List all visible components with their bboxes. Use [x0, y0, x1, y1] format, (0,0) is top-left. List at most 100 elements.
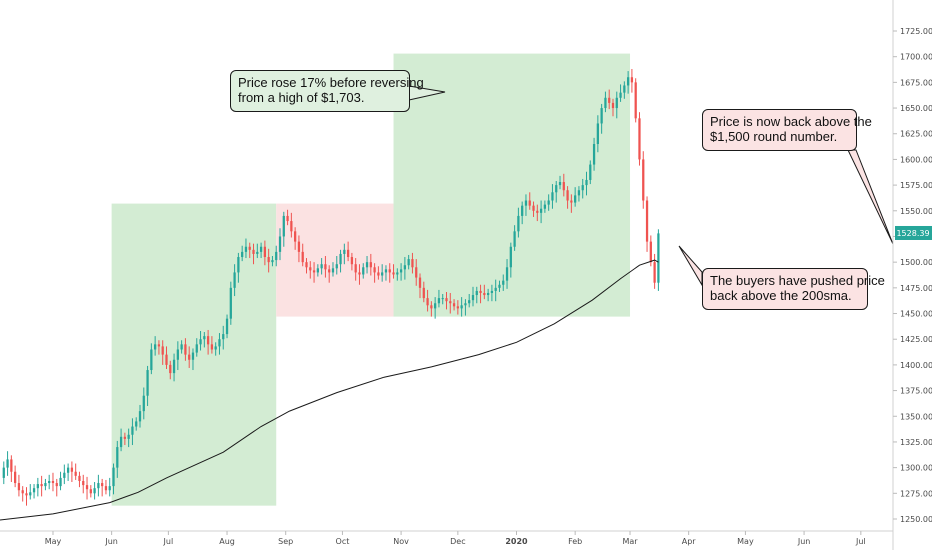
x-tick-label: Jul — [855, 537, 866, 546]
candle-body — [150, 349, 153, 371]
candle-body — [566, 190, 569, 201]
callout-pointer — [847, 149, 894, 245]
candle-body — [271, 260, 274, 263]
candle-body — [70, 467, 74, 472]
candle-body — [634, 82, 637, 119]
candle-body — [210, 344, 214, 350]
candle-body — [10, 459, 13, 472]
candle-body — [373, 267, 376, 273]
candle-body — [437, 298, 441, 304]
candle-body — [449, 301, 452, 304]
candle-body — [127, 434, 130, 439]
candle-body — [286, 215, 289, 222]
candle-body — [452, 303, 456, 307]
candle-body — [630, 77, 634, 83]
candle-body — [241, 251, 244, 258]
candle-body — [464, 303, 467, 306]
candle-body — [513, 231, 516, 247]
candle-body — [418, 277, 422, 288]
candle-body — [233, 272, 236, 288]
candle-body — [399, 269, 403, 273]
candle-body — [252, 249, 255, 254]
candle-body — [509, 246, 512, 268]
candle-body — [415, 267, 418, 278]
callout-price-rose-line-2: from a high of $1,703. — [238, 90, 365, 105]
candle-body — [494, 287, 497, 291]
y-tick-label: 1600.00 — [900, 155, 932, 164]
candle-body — [536, 210, 539, 213]
candle-body — [112, 467, 115, 487]
candle-body — [312, 270, 316, 273]
candle-body — [441, 298, 444, 300]
candle-body — [555, 185, 558, 193]
y-tick-label: 1325.00 — [900, 438, 932, 447]
candle-body — [589, 164, 592, 180]
candle-body — [619, 92, 622, 98]
candle-body — [59, 477, 62, 487]
candle-body — [649, 241, 652, 263]
candle-body — [600, 108, 603, 124]
sma-200-line — [0, 259, 659, 521]
candle-body — [346, 249, 350, 258]
candle-body — [539, 208, 543, 213]
candlestick-series — [2, 69, 660, 506]
candle-body — [532, 205, 535, 211]
candle-body — [411, 259, 414, 268]
x-tick-label: Oct — [336, 537, 350, 546]
x-tick-label: Apr — [682, 537, 697, 546]
candle-body — [55, 483, 58, 487]
candle-body — [524, 200, 528, 206]
candle-body — [48, 480, 51, 484]
candle-body — [203, 336, 206, 340]
candle-body — [172, 359, 176, 374]
candle-body — [32, 488, 36, 493]
candle-body — [278, 236, 282, 252]
candle-body — [263, 246, 267, 258]
callout-above-1500-line-2: $1,500 round number. — [710, 129, 838, 144]
candle-body — [384, 269, 388, 273]
candle-body — [131, 426, 134, 435]
candle-body — [89, 489, 92, 494]
candle-body — [123, 436, 127, 439]
candle-body — [592, 144, 596, 165]
y-tick-label: 1350.00 — [900, 412, 932, 421]
candle-body — [225, 318, 229, 335]
candle-body — [138, 411, 142, 422]
candle-body — [521, 205, 524, 216]
candle-body — [74, 471, 77, 476]
y-tick-label: 1625.00 — [900, 130, 932, 139]
candle-body — [44, 483, 47, 487]
zone-2 — [276, 203, 394, 317]
candle-body — [259, 246, 263, 252]
candle-body — [479, 290, 482, 293]
candle-body — [505, 267, 509, 281]
candle-body — [486, 292, 490, 296]
candle-body — [29, 492, 32, 496]
candle-body — [40, 484, 43, 487]
candle-body — [434, 303, 437, 309]
candle-body — [403, 265, 407, 270]
candle-body — [422, 287, 425, 299]
candle-body — [335, 264, 338, 269]
candle-body — [14, 471, 17, 484]
candle-body — [498, 284, 501, 288]
candle-body — [237, 257, 240, 273]
candle-body — [604, 97, 607, 109]
candle-body — [248, 246, 251, 250]
candle-body — [206, 336, 210, 345]
candle-body — [362, 267, 365, 275]
x-tick-label: May — [45, 537, 62, 546]
candle-body — [570, 200, 573, 203]
candle-body — [358, 272, 361, 275]
callout-above-200sma-line-1: The buyers have pushed price — [710, 273, 885, 288]
candle-body — [229, 287, 232, 319]
callout-above-200sma: The buyers have pushed price back above … — [702, 268, 885, 310]
price-label-background — [895, 225, 932, 240]
candle-body — [275, 251, 278, 261]
candle-body — [343, 249, 346, 254]
candle-body — [339, 253, 342, 265]
candle-body — [82, 480, 85, 486]
candle-body — [51, 480, 55, 484]
x-tick-label: 2020 — [505, 537, 528, 546]
